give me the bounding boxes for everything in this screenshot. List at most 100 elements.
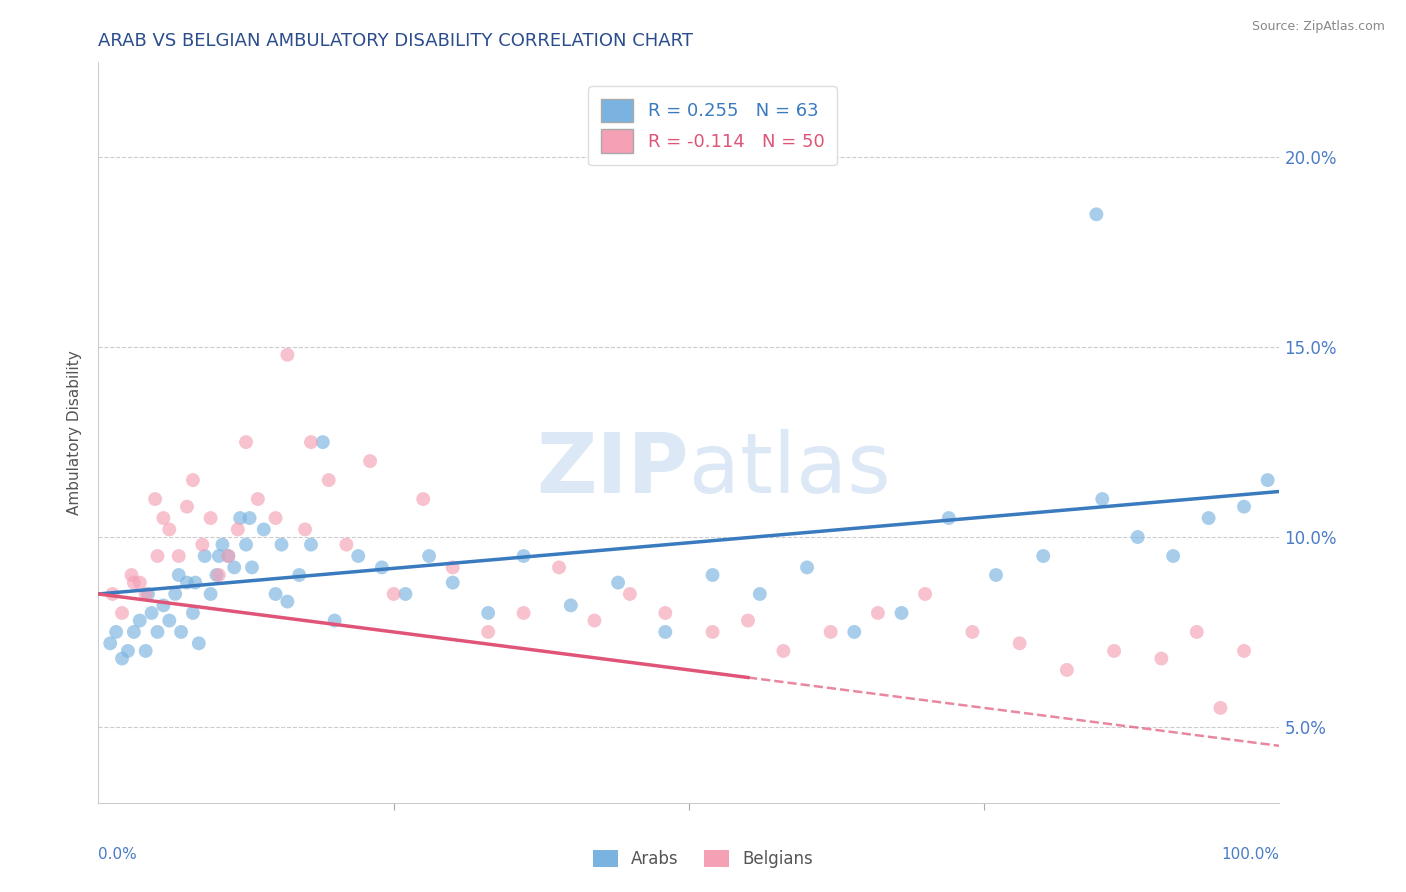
Point: [217, 549, 239, 563]
Point: [165, 587, 187, 601]
Point: [288, 568, 311, 582]
Text: ARAB VS BELGIAN AMBULATORY DISABILITY CORRELATION CHART: ARAB VS BELGIAN AMBULATORY DISABILITY CO…: [98, 32, 693, 50]
Point: [772, 644, 794, 658]
Point: [1185, 624, 1208, 639]
Point: [1233, 500, 1256, 514]
Point: [1126, 530, 1149, 544]
Point: [1257, 473, 1279, 487]
Point: [347, 549, 370, 563]
Point: [135, 587, 157, 601]
Point: [560, 599, 582, 613]
Point: [607, 575, 630, 590]
Point: [270, 538, 292, 552]
Point: [796, 560, 818, 574]
Point: [890, 606, 912, 620]
Point: [229, 511, 252, 525]
Point: [170, 624, 193, 639]
Text: 100.0%: 100.0%: [1222, 847, 1279, 863]
Point: [1032, 549, 1054, 563]
Point: [253, 523, 276, 537]
Point: [98, 636, 121, 650]
Point: [176, 500, 198, 514]
Point: [217, 549, 239, 563]
Point: [152, 599, 174, 613]
Point: [187, 636, 209, 650]
Point: [548, 560, 571, 574]
Point: [191, 538, 214, 552]
Point: [312, 435, 335, 450]
Point: [122, 575, 145, 590]
Point: [240, 560, 263, 574]
Point: [143, 491, 166, 506]
Point: [121, 568, 143, 582]
Point: [146, 624, 169, 639]
Point: [111, 606, 134, 620]
Point: [512, 549, 534, 563]
Point: [141, 606, 163, 620]
Point: [239, 511, 262, 525]
Point: [294, 523, 316, 537]
Point: [394, 587, 416, 601]
Point: [1102, 644, 1125, 658]
Point: [820, 624, 842, 639]
Point: [412, 491, 434, 506]
Point: [737, 614, 759, 628]
Point: [1198, 511, 1220, 525]
Legend: Arabs, Belgians: Arabs, Belgians: [586, 843, 820, 875]
Point: [176, 575, 198, 590]
Point: [441, 575, 464, 590]
Point: [299, 538, 322, 552]
Point: [866, 606, 889, 620]
Point: [276, 594, 298, 608]
Point: [914, 587, 936, 601]
Point: [111, 651, 134, 665]
Point: [167, 549, 190, 563]
Point: [583, 614, 606, 628]
Point: [264, 587, 287, 601]
Point: [418, 549, 440, 563]
Point: [702, 624, 724, 639]
Point: [477, 624, 499, 639]
Point: [1233, 644, 1256, 658]
Point: [984, 568, 1007, 582]
Point: [157, 523, 180, 537]
Point: [235, 435, 257, 450]
Y-axis label: Ambulatory Disability: Ambulatory Disability: [67, 351, 83, 515]
Point: [211, 538, 233, 552]
Point: [194, 549, 217, 563]
Point: [146, 549, 169, 563]
Point: [512, 606, 534, 620]
Point: [654, 624, 676, 639]
Point: [844, 624, 866, 639]
Point: [1056, 663, 1078, 677]
Point: [702, 568, 724, 582]
Point: [299, 435, 322, 450]
Point: [371, 560, 394, 574]
Point: [101, 587, 124, 601]
Point: [117, 644, 139, 658]
Text: Source: ZipAtlas.com: Source: ZipAtlas.com: [1251, 20, 1385, 33]
Point: [200, 511, 222, 525]
Point: [264, 511, 287, 525]
Point: [441, 560, 464, 574]
Point: [181, 473, 204, 487]
Point: [382, 587, 405, 601]
Point: [208, 568, 231, 582]
Point: [157, 614, 180, 628]
Point: [962, 624, 984, 639]
Point: [200, 587, 222, 601]
Point: [335, 538, 357, 552]
Point: [167, 568, 190, 582]
Text: ZIP: ZIP: [537, 429, 689, 510]
Legend: R = 0.255   N = 63, R = -0.114   N = 50: R = 0.255 N = 63, R = -0.114 N = 50: [588, 87, 837, 165]
Point: [318, 473, 340, 487]
Point: [181, 606, 204, 620]
Point: [128, 575, 150, 590]
Point: [619, 587, 641, 601]
Point: [1091, 491, 1114, 506]
Point: [748, 587, 770, 601]
Point: [1209, 701, 1232, 715]
Point: [323, 614, 346, 628]
Text: atlas: atlas: [689, 429, 890, 510]
Point: [246, 491, 269, 506]
